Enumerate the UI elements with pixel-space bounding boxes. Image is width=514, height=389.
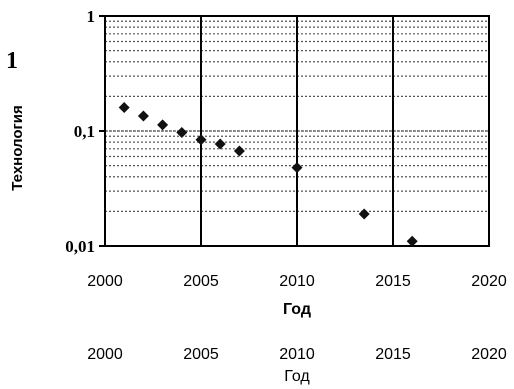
data-point: [214, 138, 226, 150]
x-tick-label: 2020: [471, 273, 507, 290]
x-axis-label-repeat: Год: [284, 368, 310, 385]
y-axis-label: Технология: [9, 105, 26, 190]
x-tick-label: 2005: [183, 273, 219, 290]
x-tick-label: 2015: [375, 273, 411, 290]
x-tick-label: 2000: [87, 273, 123, 290]
data-point: [176, 127, 188, 139]
data-point: [358, 208, 370, 220]
x-tick-label-repeat: 2010: [279, 346, 315, 363]
x-tick-label: 2010: [279, 273, 315, 290]
major-vertical-gridlines: [200, 16, 394, 246]
data-point: [291, 162, 303, 174]
data-point: [118, 102, 130, 114]
y-tick-label: 0,01: [65, 237, 95, 256]
x-tick-label-repeat: 2005: [183, 346, 219, 363]
x-tick-label-repeat: 2000: [87, 346, 123, 363]
data-point: [195, 134, 207, 146]
data-point: [233, 145, 245, 157]
x-axis-label: Год: [283, 301, 311, 318]
x-tick-labels: 2000 2005 2010 2015 2020: [87, 273, 507, 290]
side-label: 1: [6, 48, 18, 74]
x-tick-labels-repeat: 2000 2005 2010 2015 2020: [87, 346, 507, 363]
y-axis: 1 0,1 0,01: [65, 7, 105, 256]
x-tick-label-repeat: 2020: [471, 346, 507, 363]
data-point: [406, 235, 418, 247]
y-tick-label: 0,1: [74, 122, 95, 141]
data-point: [137, 110, 149, 122]
x-tick-label-repeat: 2015: [375, 346, 411, 363]
data-points: [118, 102, 418, 247]
y-tick-label: 1: [87, 7, 96, 26]
data-point: [157, 119, 169, 131]
